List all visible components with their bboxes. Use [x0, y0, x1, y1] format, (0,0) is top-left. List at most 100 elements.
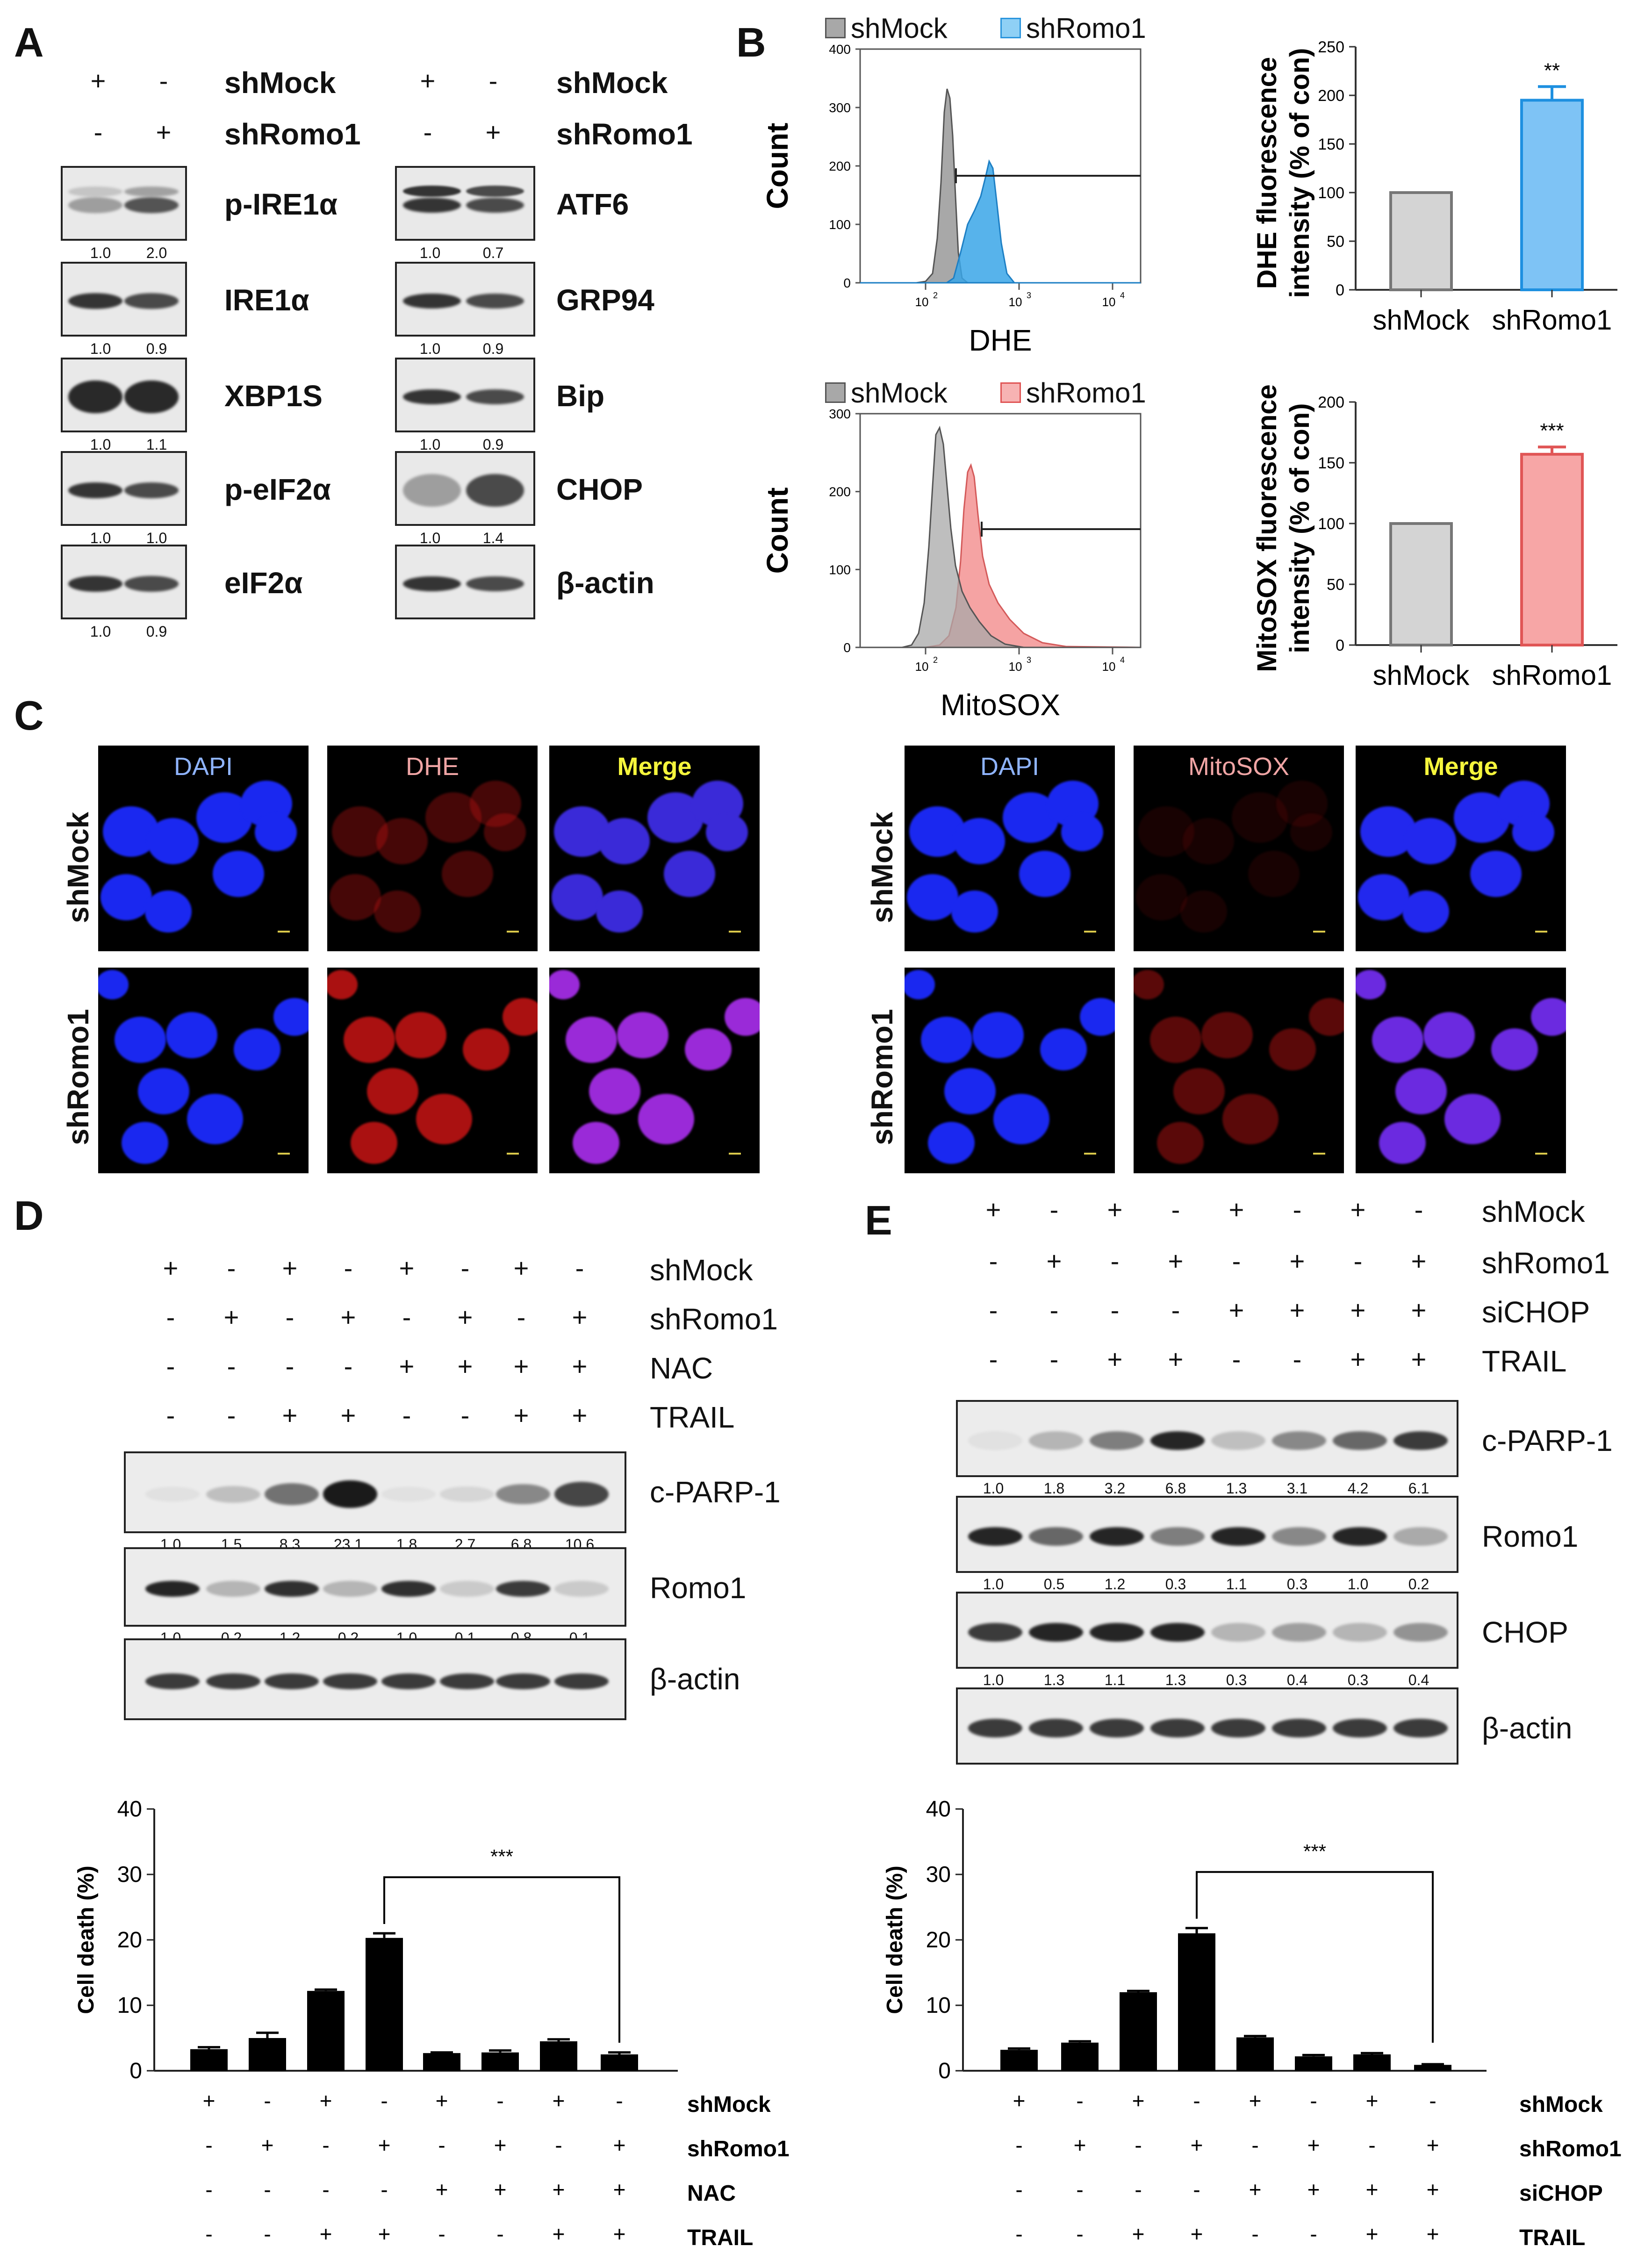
sign: -: [1414, 1195, 1423, 1224]
quant-value: 1.0: [419, 340, 441, 357]
cell: [1232, 792, 1288, 843]
blot-strip: [956, 1400, 1458, 1477]
band: [206, 1486, 260, 1503]
blot-strip: [61, 166, 187, 241]
cell: [395, 1012, 446, 1058]
band: [1090, 1527, 1144, 1546]
band: [323, 1480, 377, 1508]
sign: -: [460, 1253, 470, 1283]
band: [124, 187, 179, 197]
significance-bracket: [383, 1876, 620, 2043]
sign: -: [1293, 1344, 1302, 1374]
condition-sign: -: [264, 2222, 271, 2246]
sign: -: [166, 1400, 175, 1430]
quant-value: 1.3: [1226, 1480, 1247, 1497]
band: [206, 1673, 260, 1689]
cell: [470, 781, 521, 827]
bar: [307, 1991, 345, 2071]
cell: [122, 1122, 168, 1164]
sign: +: [485, 117, 501, 147]
band: [1211, 1431, 1265, 1450]
y-tick-label: 20: [117, 1928, 142, 1952]
blot-strip: [395, 262, 535, 337]
x-tick-exponent: 3: [1027, 291, 1031, 300]
x-tick-label: 10: [915, 660, 929, 674]
scale-bar: [1535, 931, 1547, 933]
condition-sign: -: [496, 2089, 503, 2113]
condition-label: shMock: [1519, 2092, 1603, 2117]
cell: [972, 1012, 1024, 1058]
sign: -: [159, 66, 168, 95]
quant-value: 0.9: [146, 623, 167, 640]
sign: -: [1353, 1246, 1363, 1276]
sign: +: [1411, 1246, 1427, 1276]
condition-sign: -: [1076, 2177, 1083, 2202]
y-tick-label: 40: [926, 1797, 951, 1822]
condition-sign: +: [1427, 2133, 1439, 2157]
blot-strip: [61, 451, 187, 526]
dhe-histogram: 0 100 200 300 400 10 2 10 3 10 4 Count DHE: [762, 42, 1142, 357]
protein-label: Bip: [556, 379, 605, 413]
band: [1150, 1718, 1205, 1737]
sign: +: [513, 1400, 529, 1430]
quant-value: 6.1: [1408, 1480, 1429, 1497]
sign: +: [223, 1302, 239, 1332]
condition-sign: +: [1191, 2222, 1203, 2246]
condition-sign: -: [1135, 2133, 1142, 2157]
bar: [481, 2052, 519, 2071]
sign: +: [156, 117, 172, 147]
condition-label: siCHOP: [1482, 1295, 1590, 1329]
band: [1211, 1527, 1265, 1546]
cell: [685, 1028, 732, 1070]
y-axis-label: Cell death (%): [74, 1866, 99, 2014]
band: [206, 1581, 260, 1597]
condition-sign: +: [1132, 2222, 1145, 2246]
sign: -: [227, 1253, 236, 1283]
panel-label-e: E: [865, 1197, 892, 1243]
sign: +: [90, 66, 106, 95]
bar: [249, 2038, 286, 2071]
protein-label: CHOP: [556, 473, 643, 506]
cell: [1134, 970, 1164, 999]
cell: [566, 1017, 617, 1063]
mitosox-intensity-chart: 0 50 100 150 200 shMock shRomo1 *** MitoSOX fluo…: [1252, 384, 1617, 691]
band: [1211, 1718, 1265, 1737]
condition-sign: -: [1076, 2222, 1083, 2246]
significance-label: ***: [1540, 419, 1564, 442]
condition-sign: -: [205, 2133, 212, 2157]
y-tick-label: 150: [1318, 136, 1344, 153]
microscopy-panel: [327, 968, 538, 1173]
panel-label-b: B: [736, 19, 766, 65]
quant-value: 1.2: [1104, 1576, 1126, 1593]
sign: +: [572, 1400, 588, 1430]
blot-strip: [124, 1638, 626, 1720]
band: [1333, 1718, 1387, 1737]
sign: -: [1171, 1195, 1180, 1224]
microscopy-panel: DAPI: [98, 746, 309, 951]
bar: [423, 2053, 460, 2071]
band: [554, 1581, 609, 1597]
cell: [1080, 998, 1115, 1036]
band: [403, 198, 461, 213]
y-tick-label: 0: [938, 2059, 951, 2083]
y-tick-label: 100: [829, 217, 851, 232]
band: [1393, 1431, 1448, 1450]
condition-sign: -: [205, 2177, 212, 2202]
condition-sign: -: [1251, 2222, 1258, 2246]
band: [1029, 1431, 1083, 1450]
condition-sign: +: [1366, 2177, 1379, 2202]
protein-label: c-PARP-1: [650, 1475, 781, 1509]
condition-sign: -: [381, 2089, 388, 2113]
band: [1272, 1527, 1326, 1546]
cell: [549, 970, 580, 999]
row-label: shRomo1: [61, 1009, 95, 1145]
condition-label: shRomo1: [1482, 1246, 1610, 1280]
protein-label: c-PARP-1: [1482, 1424, 1613, 1457]
quant-value: 0.4: [1286, 1672, 1308, 1688]
cell: [1201, 1012, 1253, 1058]
band: [1029, 1527, 1083, 1546]
legend-swatch-romo: [1000, 382, 1021, 403]
legend-romo: shRomo1: [1026, 377, 1146, 409]
cell: [1157, 1122, 1204, 1164]
y-tick-label: 300: [829, 407, 851, 421]
